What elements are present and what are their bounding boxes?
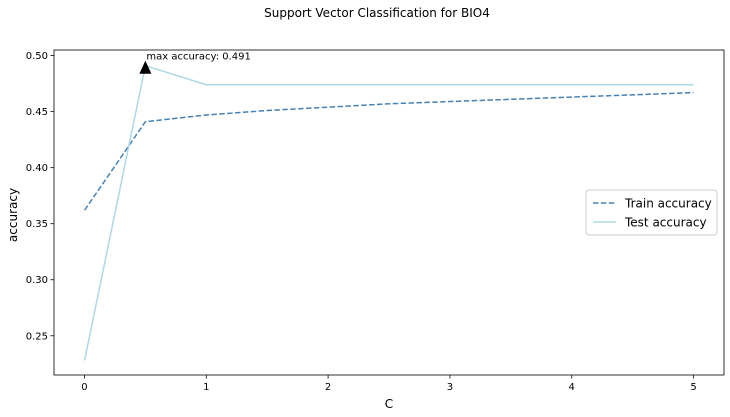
series-line-train: [83, 91, 694, 211]
annotation-group: max accuracy: 0.491: [139, 52, 251, 74]
legend-box: [585, 189, 718, 236]
axes-frame: [53, 49, 725, 376]
x-tick-label: 5: [690, 382, 696, 393]
y-tick-label: 0.45: [26, 107, 48, 118]
y-tick-label: 0.40: [26, 163, 48, 174]
x-axis-label: C: [385, 397, 393, 411]
chart-title: Support Vector Classification for BIO4: [264, 6, 490, 20]
x-tick-label: 1: [203, 382, 209, 393]
series-line-test: [83, 64, 694, 361]
y-tick-label: 0.50: [26, 51, 48, 62]
x-tick-label: 4: [569, 382, 575, 393]
max-accuracy-label: max accuracy: 0.491: [146, 52, 251, 63]
legend: Train accuracy Test accuracy: [585, 189, 718, 236]
y-tick-label: 0.30: [26, 275, 48, 286]
x-tick-label: 3: [447, 382, 453, 393]
max-accuracy-marker: [139, 60, 152, 74]
x-tick-label: 0: [81, 382, 87, 393]
plot-area: 0 1 2 3 4 5 0.25 0.30 0.35 0.40 0.45 0.50: [26, 49, 725, 393]
y-tick-label: 0.35: [26, 219, 48, 230]
x-tick-label: 2: [325, 382, 331, 393]
legend-label-test: Test accuracy: [624, 216, 707, 230]
series-group: [83, 64, 694, 361]
y-axis-label: accuracy: [6, 188, 20, 242]
y-tick-label: 0.25: [26, 331, 48, 342]
legend-label-train: Train accuracy: [624, 197, 712, 211]
